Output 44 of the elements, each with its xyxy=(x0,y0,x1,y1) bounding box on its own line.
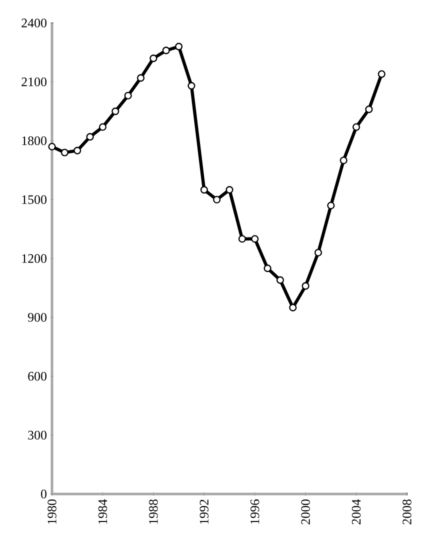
y-tick-label: 1500 xyxy=(22,195,46,204)
point xyxy=(112,108,120,116)
x-tick-label: 1996 xyxy=(250,499,260,524)
y-tick-label: 2100 xyxy=(22,78,46,86)
point xyxy=(150,54,158,62)
y-tick-label: 300 xyxy=(28,430,46,440)
x-tick-label: 1988 xyxy=(149,500,158,524)
y-tick-label: 2400 xyxy=(22,18,46,28)
point xyxy=(302,282,310,290)
x-tick-label: 1992 xyxy=(200,500,208,524)
y-tick-label: 1200 xyxy=(22,254,46,263)
y-tick-label: 900 xyxy=(28,313,46,322)
point xyxy=(124,92,132,100)
point xyxy=(289,304,297,312)
point xyxy=(314,248,322,256)
point xyxy=(86,133,94,141)
y-tick-label: 0 xyxy=(41,490,46,498)
point xyxy=(276,276,284,284)
point xyxy=(378,70,386,78)
point xyxy=(327,202,335,210)
x-tick-label: 1980 xyxy=(48,500,56,524)
point xyxy=(162,46,170,54)
x-tick-label: 2008 xyxy=(402,500,412,524)
x-tick-label: 2004 xyxy=(352,499,361,524)
x-tick-label: 2000 xyxy=(301,500,310,524)
point xyxy=(238,235,246,243)
point xyxy=(48,142,56,150)
point xyxy=(251,235,259,243)
point xyxy=(175,42,183,50)
point xyxy=(365,106,373,114)
point xyxy=(60,148,68,156)
x-tick-label: 1984 xyxy=(98,499,108,524)
point xyxy=(352,123,360,131)
point xyxy=(340,156,348,164)
y-tick-label: 1800 xyxy=(22,136,46,146)
point xyxy=(188,82,196,90)
point xyxy=(200,186,208,194)
point xyxy=(136,74,145,82)
point xyxy=(213,196,221,204)
point xyxy=(98,123,106,131)
point xyxy=(264,264,272,272)
point xyxy=(226,186,234,194)
point xyxy=(74,146,82,154)
y-tick-label: 600 xyxy=(28,372,46,381)
